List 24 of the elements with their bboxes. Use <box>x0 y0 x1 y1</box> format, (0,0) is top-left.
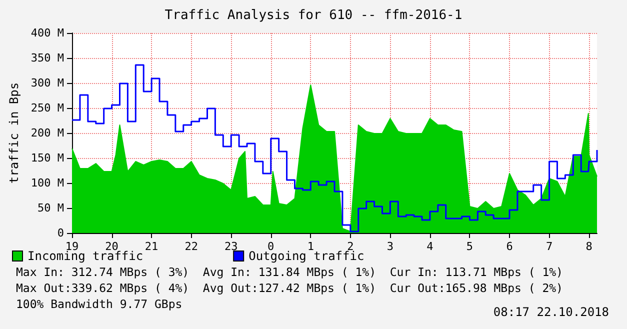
y-tick-label: 300 M <box>30 76 64 90</box>
y-tick-label: 150 M <box>30 152 64 164</box>
y-tick-label: 50 M <box>38 202 64 214</box>
x-tick-label: 4 <box>426 240 434 253</box>
x-tick-label: 23 <box>224 240 238 253</box>
text: 100% Bandwidth 9.77 GBps <box>16 297 182 311</box>
y-tick-label: 250 M <box>30 102 64 114</box>
x-tick-label: 7 <box>546 240 553 253</box>
text: Max Out:339.62 MBps ( 4%) Avg Out:127.42 MBps ( 1%) Cur Out:165.98 MBps ( 2%) <box>16 281 563 295</box>
text: Max In: 312.74 MBps ( 3%) Avg In: 131.84 MBps ( 1%) Cur In: 113.71 MBps ( 1%) <box>16 265 563 279</box>
x-tick-label: 22 <box>184 240 198 253</box>
y-tick-label: 0 <box>57 226 64 240</box>
x-tick-label: 8 <box>586 240 592 253</box>
y-tick-label: 100 M <box>30 176 64 190</box>
x-tick-label: 3 <box>386 240 394 253</box>
x-tick-label: 21 <box>144 240 158 253</box>
y-tick-label: 200 M <box>30 126 64 140</box>
text: 08:17 22.10.2018 <box>493 305 609 319</box>
x-tick-label: 5 <box>466 240 474 253</box>
x-tick-label: 6 <box>506 240 513 253</box>
chart-title: Traffic Analysis for 610 -- ffm-2016-1 <box>164 8 462 23</box>
y-tick-label: 400 M <box>30 26 64 40</box>
y-tick-label: 350 M <box>30 52 64 64</box>
y-axis-title: traffic in Bps <box>7 82 21 184</box>
